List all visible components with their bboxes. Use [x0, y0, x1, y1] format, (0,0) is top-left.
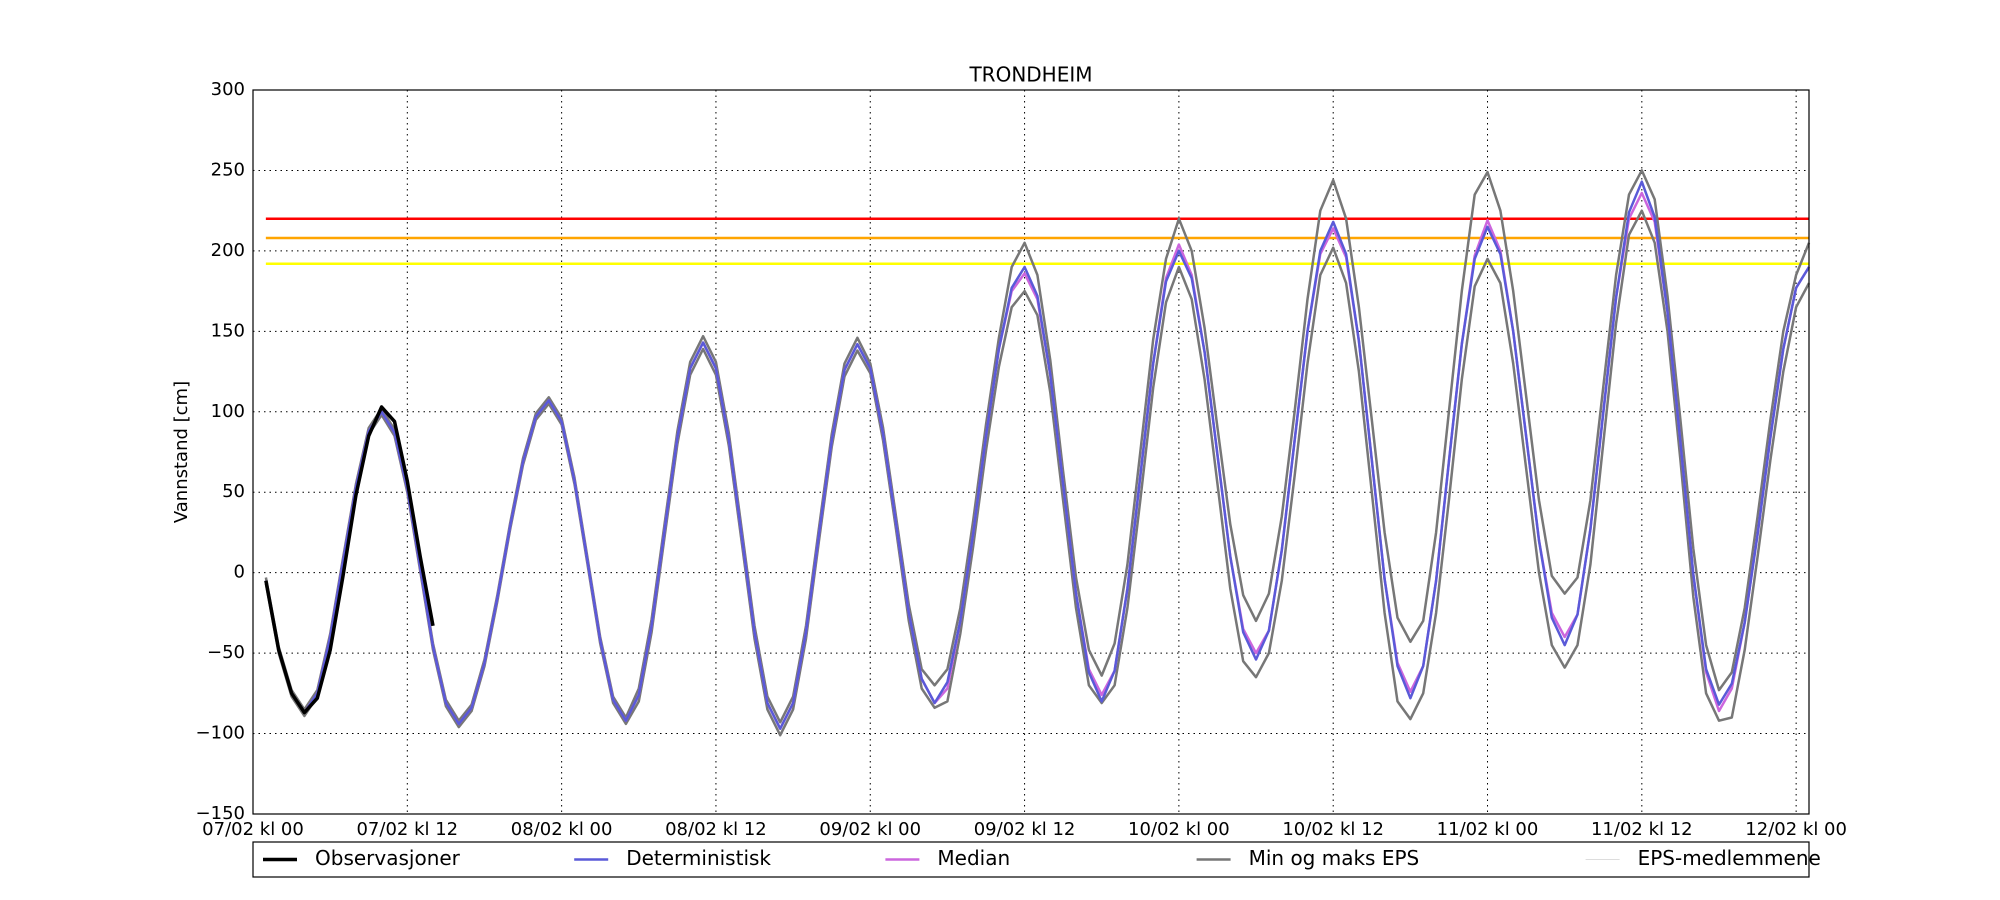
legend-label: Median [937, 846, 1010, 870]
x-tick-label: 09/02 kl 00 [819, 819, 921, 840]
x-tick-label: 11/02 kl 12 [1591, 819, 1693, 840]
y-axis-label: Vannstand [cm] [171, 381, 192, 523]
y-tick-label: 100 [211, 401, 245, 422]
x-tick-label: 08/02 kl 00 [511, 819, 613, 840]
y-tick-label: 250 [211, 159, 245, 180]
x-tick-label: 09/02 kl 12 [974, 819, 1076, 840]
x-tick-label: 08/02 kl 12 [665, 819, 767, 840]
series-line [264, 180, 1811, 730]
y-tick-label: −50 [207, 642, 245, 663]
chart-title: TRONDHEIM [968, 63, 1092, 87]
y-tick-label: 50 [222, 481, 245, 502]
series-line [264, 405, 435, 715]
y-tick-label: −150 [196, 803, 245, 824]
x-tick-label: 12/02 kl 00 [1745, 819, 1847, 840]
x-tick-label: 10/02 kl 00 [1128, 819, 1230, 840]
legend-label: EPS-medlemmene [1638, 846, 1821, 870]
x-tick-label: 07/02 kl 12 [356, 819, 458, 840]
y-tick-label: 200 [211, 240, 245, 261]
plot-frame [252, 89, 1810, 815]
x-tick-label: 07/02 kl 00 [202, 819, 304, 840]
y-tick-label: 150 [211, 320, 245, 341]
y-tick-label: 0 [234, 562, 245, 583]
y-tick-label: −100 [196, 723, 245, 744]
y-tick-label: 300 [211, 79, 245, 100]
legend-box [252, 841, 1810, 878]
legend-label: Deterministisk [626, 846, 771, 870]
x-tick-label: 10/02 kl 12 [1282, 819, 1384, 840]
legend-label: Min og maks EPS [1249, 846, 1420, 870]
legend-label: Observasjoner [315, 846, 461, 870]
x-tick-label: 11/02 kl 00 [1437, 819, 1539, 840]
